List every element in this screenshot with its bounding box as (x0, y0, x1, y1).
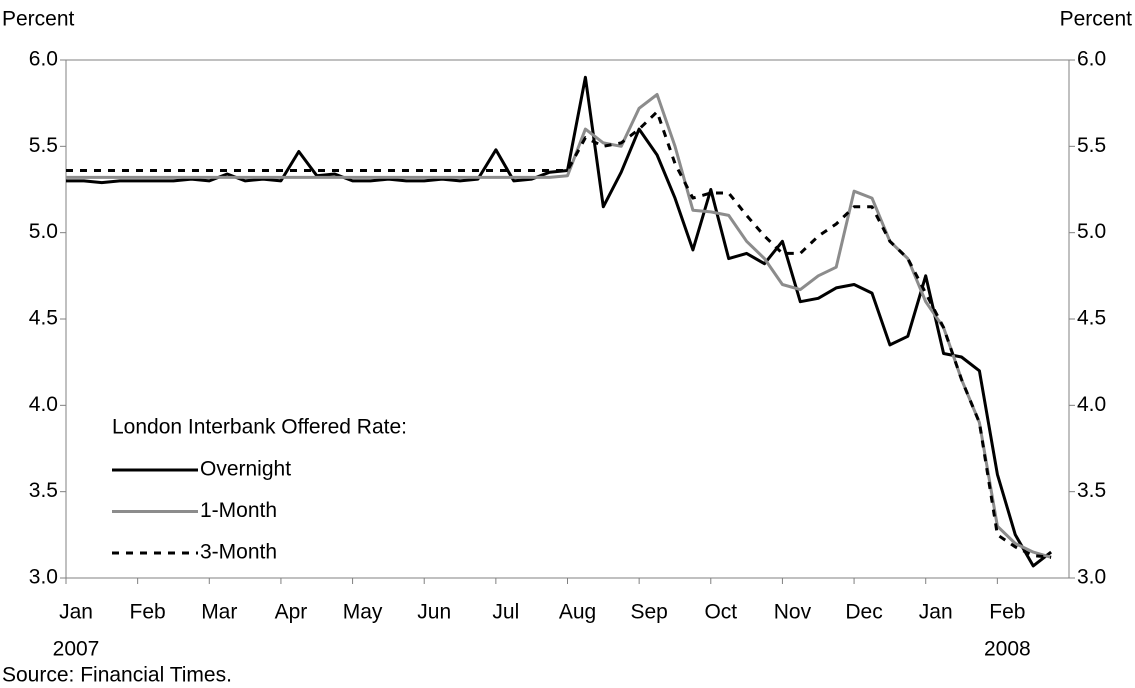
year-label: 2007 (53, 638, 100, 661)
x-tick-label: Aug (559, 601, 596, 624)
x-tick-label: Nov (774, 601, 812, 624)
x-tick-label: Mar (201, 601, 237, 624)
y2-tick-label: 4.0 (1077, 393, 1106, 416)
x-tick-label: Jul (492, 601, 519, 624)
legend-title: London Interbank Offered Rate: (112, 416, 407, 439)
y2-tick-label: 3.5 (1077, 479, 1106, 502)
x-tick-label: Sep (630, 601, 667, 624)
y2-tick-label: 5.5 (1077, 134, 1106, 157)
y2-axis-label: Percent (1060, 8, 1133, 31)
x-tick-label: Apr (275, 601, 308, 624)
y-tick-label: 6.0 (29, 48, 58, 71)
x-tick-label: Jan (59, 601, 93, 624)
y-tick-label: 5.5 (29, 134, 58, 157)
x-tick-label: Feb (130, 601, 166, 624)
y2-tick-label: 3.0 (1077, 566, 1106, 589)
y-tick-label: 5.0 (29, 220, 58, 243)
series-line (66, 75, 1053, 568)
x-tick-label: Jun (417, 601, 451, 624)
y-tick-label: 4.0 (29, 393, 58, 416)
x-tick-label: Dec (845, 601, 882, 624)
y2-tick-label: 5.0 (1077, 220, 1106, 243)
year-label: 2008 (984, 638, 1031, 661)
x-tick-label: Oct (704, 601, 737, 624)
y2-tick-label: 4.5 (1077, 307, 1106, 330)
series-line (66, 93, 1052, 559)
y-tick-label: 4.5 (29, 307, 58, 330)
x-tick-label: Feb (989, 601, 1025, 624)
source: Source: Financial Times. (2, 664, 232, 687)
y-tick-label: 3.0 (29, 566, 58, 589)
y-tick-label: 3.5 (29, 479, 58, 502)
series-line (66, 110, 1052, 559)
y2-tick-label: 6.0 (1077, 48, 1106, 71)
x-tick-label: May (343, 601, 383, 624)
legend-label: 3-Month (200, 541, 277, 564)
legend-label: Overnight (200, 458, 291, 481)
x-tick-label: Jan (919, 601, 953, 624)
y-axis-label: Percent (2, 8, 75, 31)
legend-label: 1-Month (200, 499, 277, 522)
